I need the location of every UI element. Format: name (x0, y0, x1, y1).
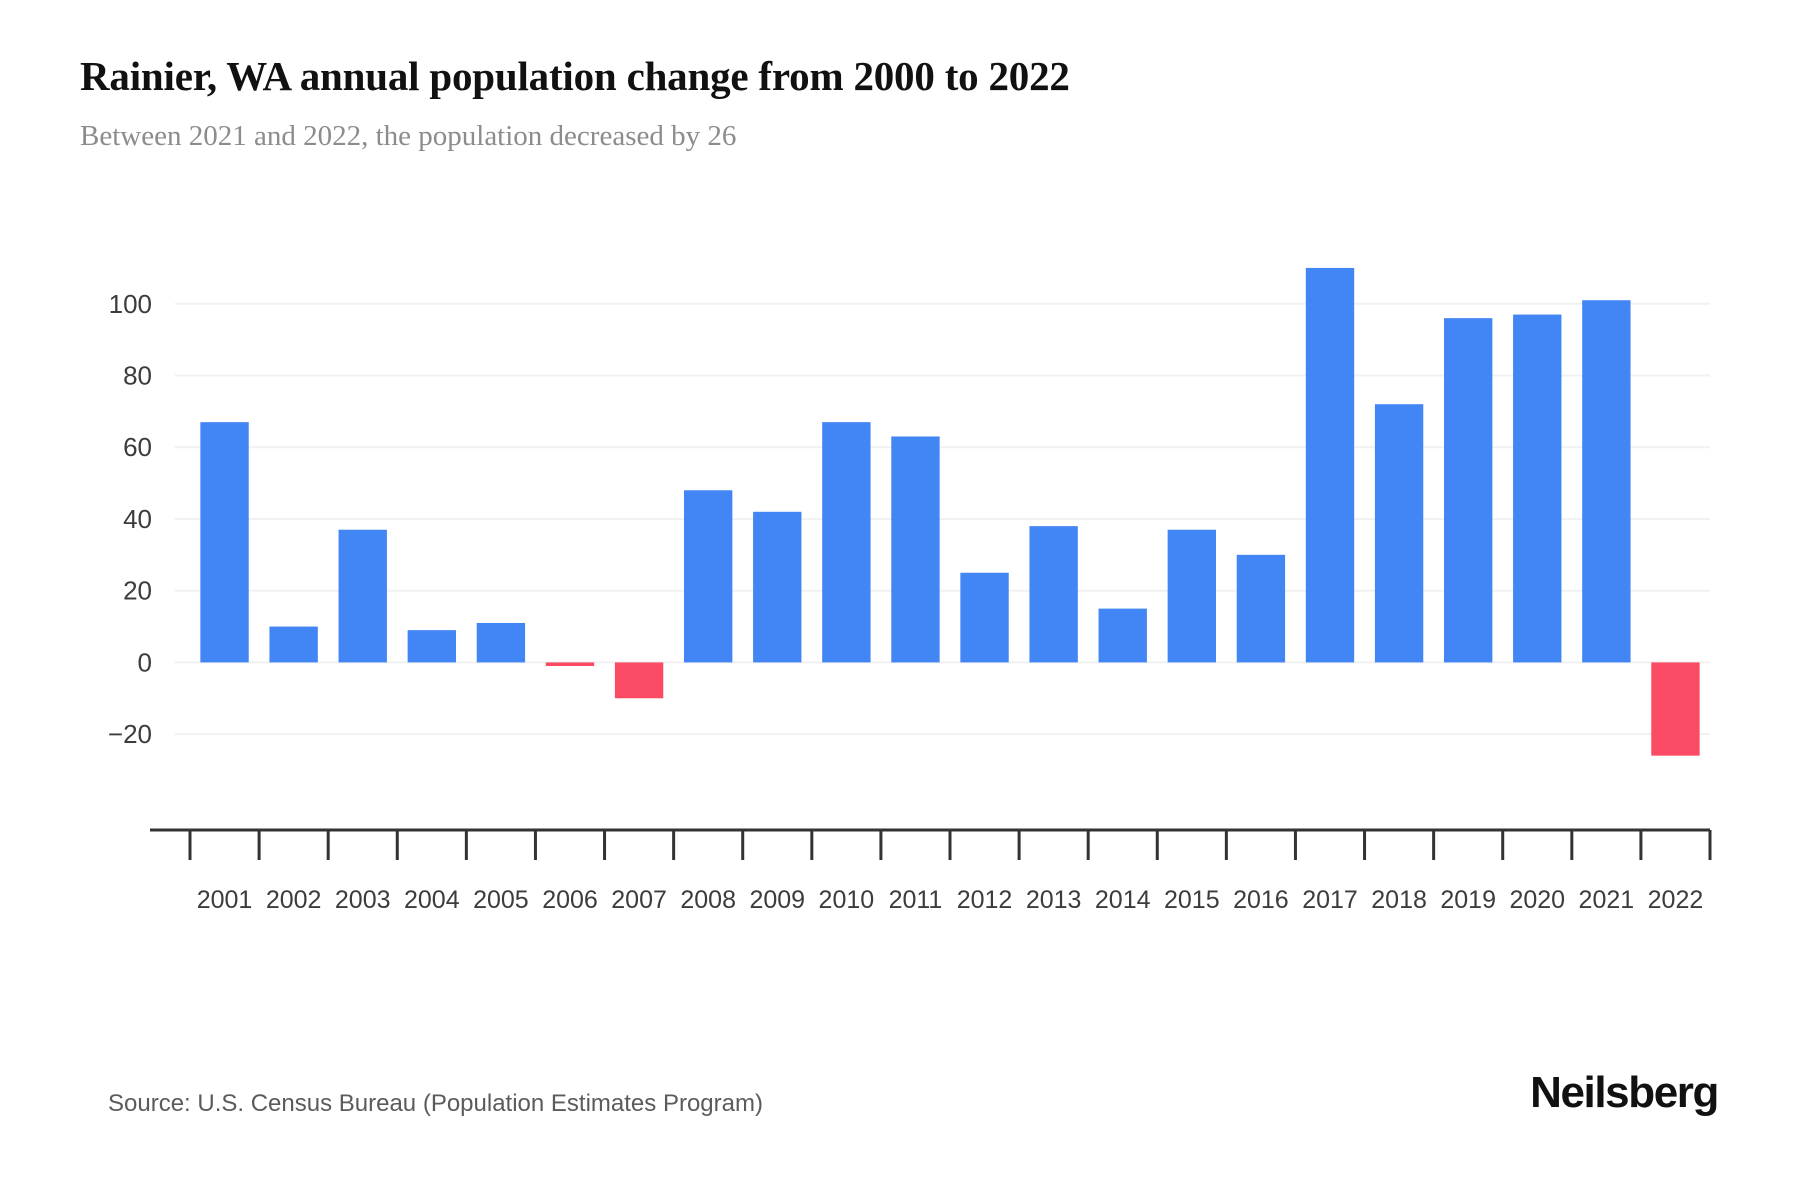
bar-chart-svg: −20 0 20 40 60 80 100 2001 2002 2003 2004 2005 2006… (108, 267, 1712, 914)
x-axis-tick-label: 2016 (1233, 886, 1289, 914)
page-title: Rainier, WA annual population change fro… (80, 53, 1070, 99)
brand-logo: Neilsberg (1530, 1068, 1719, 1117)
bar-2022[interactable] (1651, 662, 1700, 756)
bar-2019[interactable] (1444, 318, 1493, 663)
bar-2012[interactable] (960, 572, 1009, 663)
x-axis-tick-label: 2008 (680, 886, 736, 914)
y-axis-tick-label: 40 (123, 504, 152, 534)
x-axis-tick-label: 2011 (889, 886, 943, 914)
x-axis-tick-label: 2018 (1371, 886, 1427, 914)
bar-2016[interactable] (1236, 554, 1286, 663)
x-axis-tick-label: 2005 (473, 886, 529, 914)
x-axis-tick-label: 2013 (1026, 886, 1082, 914)
bar-2015[interactable] (1167, 529, 1216, 663)
x-axis-tick-label: 2002 (266, 886, 322, 914)
bar-2006[interactable] (545, 662, 595, 666)
bar-2005[interactable] (476, 622, 526, 663)
x-axis-tick-label: 2010 (819, 886, 875, 914)
x-axis-group: 2001 2002 2003 2004 2005 2006 2007 2008 2009 2010… (150, 828, 1712, 914)
y-axis-ticks-group: −20 0 20 40 60 80 100 (108, 289, 152, 749)
bar-2020[interactable] (1513, 314, 1562, 663)
bar-2002[interactable] (269, 626, 318, 663)
bar-2003[interactable] (338, 529, 387, 663)
x-axis-tick-label: 2001 (197, 886, 253, 914)
x-axis-tick-label: 2014 (1095, 886, 1151, 914)
x-axis-tick-label: 2007 (611, 886, 667, 914)
x-axis-tick-label: 2012 (957, 886, 1013, 914)
source-note: Source: U.S. Census Bureau (Population E… (108, 1090, 763, 1117)
bar-2014[interactable] (1098, 608, 1147, 663)
y-axis-tick-label: 0 (138, 647, 152, 677)
chart-header: Rainier, WA annual population change fro… (80, 52, 1680, 154)
y-axis-tick-label: 20 (123, 576, 152, 606)
x-axis-tick-label: 2021 (1579, 886, 1635, 914)
x-axis-tick-label: 2019 (1440, 886, 1496, 914)
bar-2007[interactable] (614, 662, 664, 699)
chart-plot-area: −20 0 20 40 60 80 100 2001 2002 2003 2004 2005 2006… (0, 230, 1800, 930)
bar-2009[interactable] (753, 511, 802, 663)
x-axis-tick-label: 2020 (1509, 886, 1565, 914)
bar-2008[interactable] (684, 490, 733, 663)
x-axis-tick-label: 2015 (1164, 886, 1220, 914)
y-axis-tick-label: 100 (109, 289, 152, 319)
bar-2017[interactable] (1305, 267, 1355, 663)
y-axis-tick-label: 60 (123, 432, 152, 462)
x-axis-tick-label: 2022 (1648, 886, 1704, 914)
bar-2001[interactable] (200, 422, 249, 663)
bars-group (200, 267, 1700, 756)
y-axis-tick-label: −20 (108, 719, 152, 749)
bar-2018[interactable] (1374, 404, 1424, 663)
bar-2021[interactable] (1582, 300, 1631, 663)
bar-2011[interactable] (891, 436, 940, 663)
bar-2004[interactable] (407, 630, 456, 663)
x-axis-tick-label: 2003 (335, 886, 391, 914)
bar-2010[interactable] (822, 422, 871, 663)
x-axis-tick-label: 2004 (404, 886, 460, 914)
x-axis-tick-label: 2009 (749, 886, 805, 914)
x-axis-tick-label: 2006 (542, 886, 598, 914)
x-axis-tick-label: 2017 (1302, 886, 1358, 914)
bar-2013[interactable] (1029, 526, 1078, 663)
y-axis-tick-label: 80 (123, 361, 152, 391)
chart-subtitle: Between 2021 and 2022, the population de… (80, 120, 737, 152)
